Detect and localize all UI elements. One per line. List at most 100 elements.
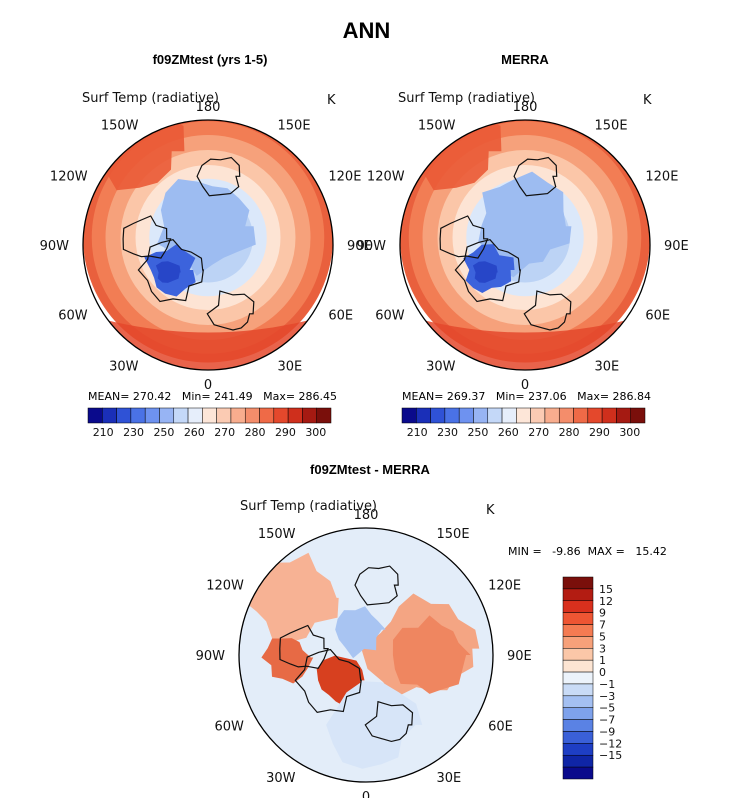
colorbar-swatch (630, 407, 646, 424)
colorbar-tick-label: 270 (214, 426, 235, 439)
colorbar-tick-label: 9 (599, 607, 606, 620)
units-label-diff: K (486, 503, 495, 518)
colorbar-tick-label: 230 (123, 426, 144, 439)
colorbar-tick-label: 280 (245, 426, 266, 439)
colorbar-swatch (562, 600, 594, 613)
colorbar-tick-label: −9 (599, 725, 615, 738)
lon-label-upper_left: 150W (258, 527, 296, 542)
lon-label-bottom: 0 (521, 378, 529, 393)
units-label-model: K (327, 93, 336, 108)
lon-label-left: 90W (196, 649, 226, 664)
colorbar-tick-label: 270 (528, 426, 549, 439)
lon-label-right_upper: 120E (328, 170, 361, 185)
colorbar-swatch (562, 636, 594, 649)
colorbar-swatch (562, 766, 594, 780)
colorbar-swatch (562, 612, 594, 625)
colorbar-tick-label: −5 (599, 702, 615, 715)
coastline (513, 156, 558, 197)
variable-label-model: Surf Temp (radiative) (82, 91, 220, 106)
lon-label-top: 180 (513, 100, 538, 115)
variable-label-obs: Surf Temp (radiative) (398, 91, 536, 106)
colorbar-tick-label: 3 (599, 642, 606, 655)
coastline (454, 239, 521, 303)
lon-label-top: 180 (354, 508, 379, 523)
colorbar-tick-label: −15 (599, 749, 622, 762)
lon-label-left_upper: 120W (206, 579, 244, 594)
lon-label-right: 90E (507, 649, 532, 664)
colorbar-tick-label: 15 (599, 583, 613, 596)
panel-title-model: f09ZMtest (yrs 1-5) (152, 52, 268, 67)
greenland-core (472, 261, 498, 283)
panel-title-obs: MERRA (501, 52, 549, 67)
colorbar-swatch (316, 407, 332, 424)
lon-label-lower_left: 30W (426, 359, 456, 374)
colorbar-swatch (562, 719, 594, 732)
lon-label-left_upper: 120W (367, 170, 405, 185)
colorbar-tick-label: 260 (498, 426, 519, 439)
lon-label-left_upper: 120W (50, 170, 88, 185)
colorbar-swatch (562, 683, 594, 697)
lon-label-upper_right: 150E (437, 527, 470, 542)
colorbar-tick-label: 230 (437, 426, 458, 439)
colorbar-swatch (562, 659, 594, 673)
colorbar-tick-label: −1 (599, 678, 615, 691)
coastline (196, 156, 241, 197)
lon-label-lower_right: 30E (595, 359, 620, 374)
lon-label-left: 90W (357, 239, 387, 254)
map-field (239, 528, 493, 782)
lon-label-lower_right: 30E (278, 359, 303, 374)
map-field (400, 120, 650, 370)
lon-label-lower_left: 30W (266, 771, 296, 786)
lon-label-right: 90E (347, 239, 372, 254)
colorbar-tick-label: 280 (559, 426, 580, 439)
lon-label-right_lower: 60E (645, 309, 670, 324)
colorbar-tick-label: 290 (275, 426, 296, 439)
colorbar-swatch (562, 588, 594, 602)
coastline (206, 290, 255, 331)
colorbar-tick-label: 12 (599, 595, 613, 608)
panel-title-diff: f09ZMtest - MERRA (310, 462, 430, 477)
colorbar-tick-label: 210 (407, 426, 428, 439)
colorbar-swatch (562, 671, 594, 685)
lon-label-lower_left: 30W (109, 359, 139, 374)
lon-label-upper_right: 150E (595, 119, 628, 134)
colorbar-tick-label: 210 (93, 426, 114, 439)
colorbar-tick-label: 5 (599, 630, 606, 643)
lon-label-upper_left: 150W (418, 119, 456, 134)
cold-anomaly-atlantic (326, 681, 423, 769)
lon-label-bottom: 0 (362, 790, 370, 798)
colorbar-tick-label: −12 (599, 737, 622, 750)
colorbar-swatch (562, 695, 594, 708)
warm-anomaly-core (392, 615, 471, 694)
colorbar-tick-label: −3 (599, 690, 615, 703)
lon-label-lower_right: 30E (437, 771, 462, 786)
coastline (523, 290, 572, 331)
coastline (294, 648, 362, 714)
coastline (439, 215, 489, 259)
lon-label-upper_right: 150E (278, 119, 311, 134)
lon-label-left_lower: 60W (58, 309, 88, 324)
lon-label-right_upper: 120E (488, 579, 521, 594)
colorbar-swatch (562, 754, 594, 768)
colorbar-tick-label: 1 (599, 654, 606, 667)
colorbar-swatch (562, 731, 594, 744)
colorbar-tick-label: 290 (589, 426, 610, 439)
cold-anomaly-arctic (335, 606, 386, 659)
main-title: ANN (342, 18, 391, 43)
stats-diff: MIN = -9.86 MAX = 15.42 (508, 545, 667, 558)
map-border (82, 119, 334, 371)
map-border (238, 527, 494, 783)
coastline (354, 565, 399, 606)
coastline (122, 215, 172, 259)
colorbar-tick-label: −7 (599, 714, 615, 727)
coastline (279, 624, 329, 669)
coastline (137, 239, 204, 303)
lon-label-upper_left: 150W (101, 119, 139, 134)
colorbar-swatch (562, 648, 594, 661)
